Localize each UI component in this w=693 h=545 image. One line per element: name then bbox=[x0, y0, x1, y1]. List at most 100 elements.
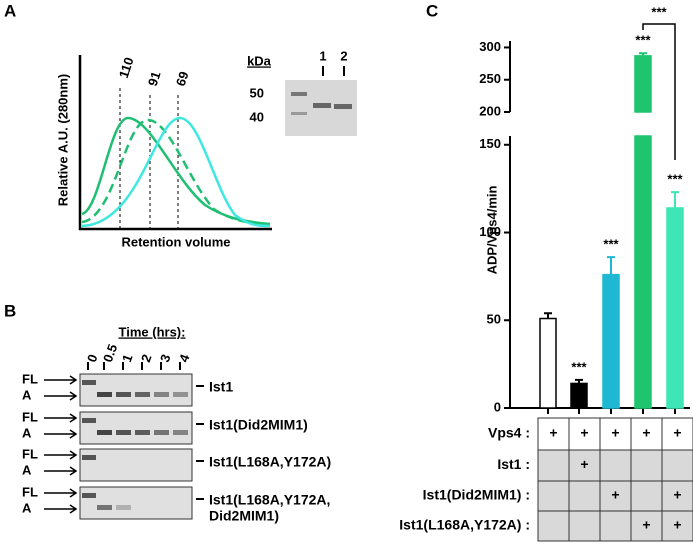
error-bar bbox=[639, 52, 647, 56]
gel-band bbox=[97, 430, 112, 435]
table-cell bbox=[661, 510, 693, 542]
y-tick-label: 200 bbox=[479, 103, 501, 118]
table-cell bbox=[661, 449, 693, 482]
cell-mark: + bbox=[642, 517, 650, 533]
gel-band bbox=[82, 380, 96, 385]
sec-plot bbox=[78, 55, 272, 231]
cell-mark: + bbox=[673, 425, 681, 441]
panel-letter: A bbox=[4, 1, 16, 20]
band-arrow bbox=[44, 429, 78, 439]
band-label: A bbox=[22, 462, 32, 477]
gel-band bbox=[97, 505, 112, 510]
cell-mark: + bbox=[580, 456, 588, 472]
band-arrow bbox=[44, 488, 78, 498]
panel-letter: C bbox=[426, 1, 438, 20]
y-tick-label: 150 bbox=[479, 136, 501, 151]
cell-mark: + bbox=[611, 425, 619, 441]
time-label: 4 bbox=[176, 352, 193, 365]
y-axis-label: Relative A.U. (280nm) bbox=[55, 74, 70, 206]
bar bbox=[602, 273, 620, 409]
band-label: FL bbox=[22, 446, 38, 461]
peak-label: 91 bbox=[145, 70, 164, 88]
time-label: 0 bbox=[84, 352, 101, 364]
table-cell bbox=[599, 417, 632, 451]
table-cell bbox=[599, 480, 632, 512]
cell-mark: + bbox=[549, 425, 557, 441]
band-arrow bbox=[44, 375, 78, 385]
time-label: 1 bbox=[119, 352, 136, 364]
peak-label: 110 bbox=[116, 55, 137, 80]
error-bar bbox=[575, 378, 583, 384]
gel-lane: 1 bbox=[319, 48, 326, 63]
band-arrow bbox=[44, 466, 78, 476]
error-bar bbox=[607, 256, 615, 275]
bar bbox=[570, 382, 588, 409]
gel-image bbox=[285, 66, 357, 136]
time-title: Time (hrs): bbox=[119, 324, 186, 339]
protein-name: Did2MIM1) bbox=[209, 508, 279, 524]
error-bar bbox=[671, 191, 679, 208]
row-label: Vps4 : bbox=[488, 425, 530, 441]
gel-band bbox=[173, 392, 188, 397]
row-label: Ist1 : bbox=[497, 456, 530, 472]
gel-image bbox=[79, 373, 193, 407]
significance: *** bbox=[651, 4, 667, 19]
bar bbox=[666, 207, 684, 409]
gel-image bbox=[79, 411, 193, 445]
time-label: 2 bbox=[138, 352, 155, 364]
gel-band bbox=[173, 430, 188, 435]
significance: *** bbox=[603, 237, 619, 252]
row-label: Ist1(Did2MIM1) : bbox=[423, 487, 530, 503]
y-tick-label: 100 bbox=[479, 224, 501, 239]
table-cell bbox=[661, 480, 693, 512]
table-cell bbox=[537, 480, 570, 512]
gel-marker: 50 bbox=[250, 85, 264, 100]
y-tick-label: 250 bbox=[479, 71, 501, 86]
band-label: A bbox=[22, 425, 32, 440]
significance: *** bbox=[635, 33, 651, 48]
band-arrow bbox=[44, 413, 78, 423]
peak-label: 69 bbox=[173, 70, 192, 88]
bracket bbox=[642, 23, 676, 160]
cell-mark: + bbox=[580, 425, 588, 441]
cell-mark: + bbox=[673, 517, 681, 533]
y-axis-label: ADP/Vps4/min bbox=[484, 186, 499, 275]
significance: *** bbox=[571, 359, 587, 374]
gel-panel: 0 0.51 2 3 4FLAIst1FLAIst1(Did2MIM1)FLAIst1(… bbox=[22, 342, 331, 524]
protein-name: Ist1(Did2MIM1) bbox=[209, 417, 308, 433]
table-cell bbox=[661, 417, 693, 451]
y-tick-label: 0 bbox=[494, 399, 501, 414]
y-tick-label: 300 bbox=[479, 39, 501, 54]
bar bbox=[634, 135, 652, 409]
band-arrow bbox=[44, 391, 78, 401]
band-label: FL bbox=[22, 484, 38, 499]
gel-band bbox=[135, 430, 150, 435]
gel-band bbox=[154, 430, 169, 435]
bar bbox=[634, 55, 652, 113]
bar bbox=[539, 317, 557, 409]
table-cell bbox=[568, 480, 601, 512]
row-label: Ist1(L168A,Y172A) : bbox=[399, 517, 530, 533]
time-label: 3 bbox=[157, 352, 174, 364]
table-cell bbox=[537, 510, 570, 542]
protein-name: Ist1(L168A,Y172A) bbox=[209, 454, 331, 470]
gel-band bbox=[82, 493, 96, 498]
table-cell bbox=[630, 449, 663, 482]
band-label: A bbox=[22, 387, 32, 402]
table-cell bbox=[568, 510, 601, 542]
gel-band bbox=[116, 430, 131, 435]
gel-band bbox=[97, 392, 112, 397]
band-arrow bbox=[44, 504, 78, 514]
gel-image bbox=[79, 486, 193, 520]
x-axis-label: Retention volume bbox=[121, 234, 230, 249]
band-arrow bbox=[44, 450, 78, 460]
gel-marker: 40 bbox=[250, 109, 264, 124]
gel-band bbox=[154, 392, 169, 397]
table-cell bbox=[630, 480, 663, 512]
cell-mark: + bbox=[611, 487, 619, 503]
gel-unit: kDa bbox=[247, 53, 272, 68]
gel-band bbox=[116, 505, 131, 510]
table-cell bbox=[599, 449, 632, 482]
cell-mark: + bbox=[673, 487, 681, 503]
